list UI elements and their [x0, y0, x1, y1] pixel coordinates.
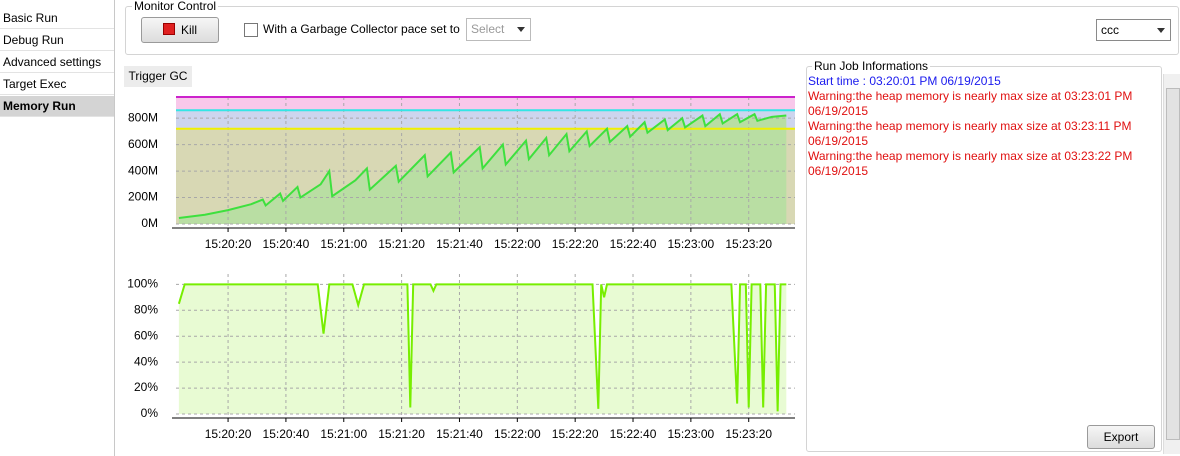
gc-select[interactable]: Select — [466, 18, 531, 41]
x-tick-label: 15:20:40 — [263, 237, 310, 251]
scrollbar-thumb[interactable] — [1166, 88, 1180, 440]
kill-label: Kill — [180, 23, 197, 37]
x-tick-label: 15:20:40 — [263, 427, 310, 441]
process-select[interactable]: ccc — [1096, 19, 1171, 41]
run-job-log: Start time : 03:20:01 PM 06/19/2015 Warni… — [808, 74, 1152, 179]
y-tick-label: 800M — [128, 110, 158, 124]
run-job-panel — [806, 66, 1162, 452]
y-tick-label: 200M — [128, 190, 158, 204]
y-tick-label: 100% — [127, 277, 158, 291]
x-tick-label: 15:22:00 — [494, 427, 541, 441]
x-tick-label: 15:23:00 — [668, 427, 715, 441]
nav-item[interactable]: Debug Run — [0, 30, 114, 51]
x-tick-label: 15:21:00 — [320, 427, 367, 441]
x-tick-label: 15:21:40 — [436, 237, 483, 251]
run-job-title: Run Job Informations — [812, 59, 931, 73]
area — [178, 284, 787, 414]
y-tick-label: 20% — [134, 380, 158, 394]
group-title: Monitor Control — [132, 0, 219, 13]
x-tick-label: 15:21:00 — [320, 237, 367, 251]
line — [177, 283, 787, 412]
nav-item[interactable]: Advanced settings — [0, 52, 114, 73]
gc-checkbox-label: With a Garbage Collector pace set to — [263, 22, 460, 36]
x-tick-label: 15:23:20 — [725, 427, 772, 441]
scrollbar[interactable] — [1163, 74, 1180, 454]
gc-checkbox[interactable] — [244, 23, 258, 37]
kill-icon — [162, 23, 175, 35]
log-line: Warning:the heap memory is nearly max si… — [808, 149, 1133, 178]
y-tick-label: 0% — [141, 406, 159, 420]
x-tick-label: 15:23:20 — [725, 237, 772, 251]
nav-item[interactable]: Target Exec — [0, 74, 114, 95]
x-tick-label: 15:22:00 — [494, 237, 541, 251]
log-line: Start time : 03:20:01 PM 06/19/2015 — [808, 74, 1001, 88]
y-tick-label: 80% — [134, 302, 158, 316]
x-tick-label: 15:21:40 — [436, 427, 483, 441]
x-tick-label: 15:20:20 — [205, 237, 252, 251]
x-tick-label: 15:22:40 — [610, 237, 657, 251]
x-tick-label: 15:22:40 — [610, 427, 657, 441]
y-tick-label: 0M — [141, 216, 158, 230]
trigger-gc-button[interactable]: Trigger GC — [124, 66, 192, 87]
log-line: Warning:the heap memory is nearly max si… — [808, 119, 1132, 148]
export-button[interactable]: Export — [1087, 425, 1155, 449]
y-tick-label: 400M — [128, 163, 158, 177]
y-tick-label: 40% — [134, 354, 158, 368]
x-tick-label: 15:22:20 — [552, 237, 599, 251]
x-tick-label: 15:22:20 — [552, 427, 599, 441]
x-tick-label: 15:23:00 — [668, 237, 715, 251]
y-tick-label: 60% — [134, 328, 158, 342]
log-line: Warning:the heap memory is nearly max si… — [808, 89, 1133, 118]
y-tick-label: 600M — [128, 137, 158, 151]
x-tick-label: 15:20:20 — [205, 427, 252, 441]
x-tick-label: 15:21:20 — [378, 427, 425, 441]
monitor-control-group — [125, 6, 1179, 55]
x-tick-label: 15:21:20 — [378, 237, 425, 251]
kill-button[interactable]: Kill — [141, 17, 219, 43]
sidebar-divider — [114, 0, 115, 456]
nav-item[interactable]: Memory Run — [0, 96, 114, 117]
line — [178, 112, 787, 220]
nav-item[interactable]: Basic Run — [0, 8, 114, 29]
